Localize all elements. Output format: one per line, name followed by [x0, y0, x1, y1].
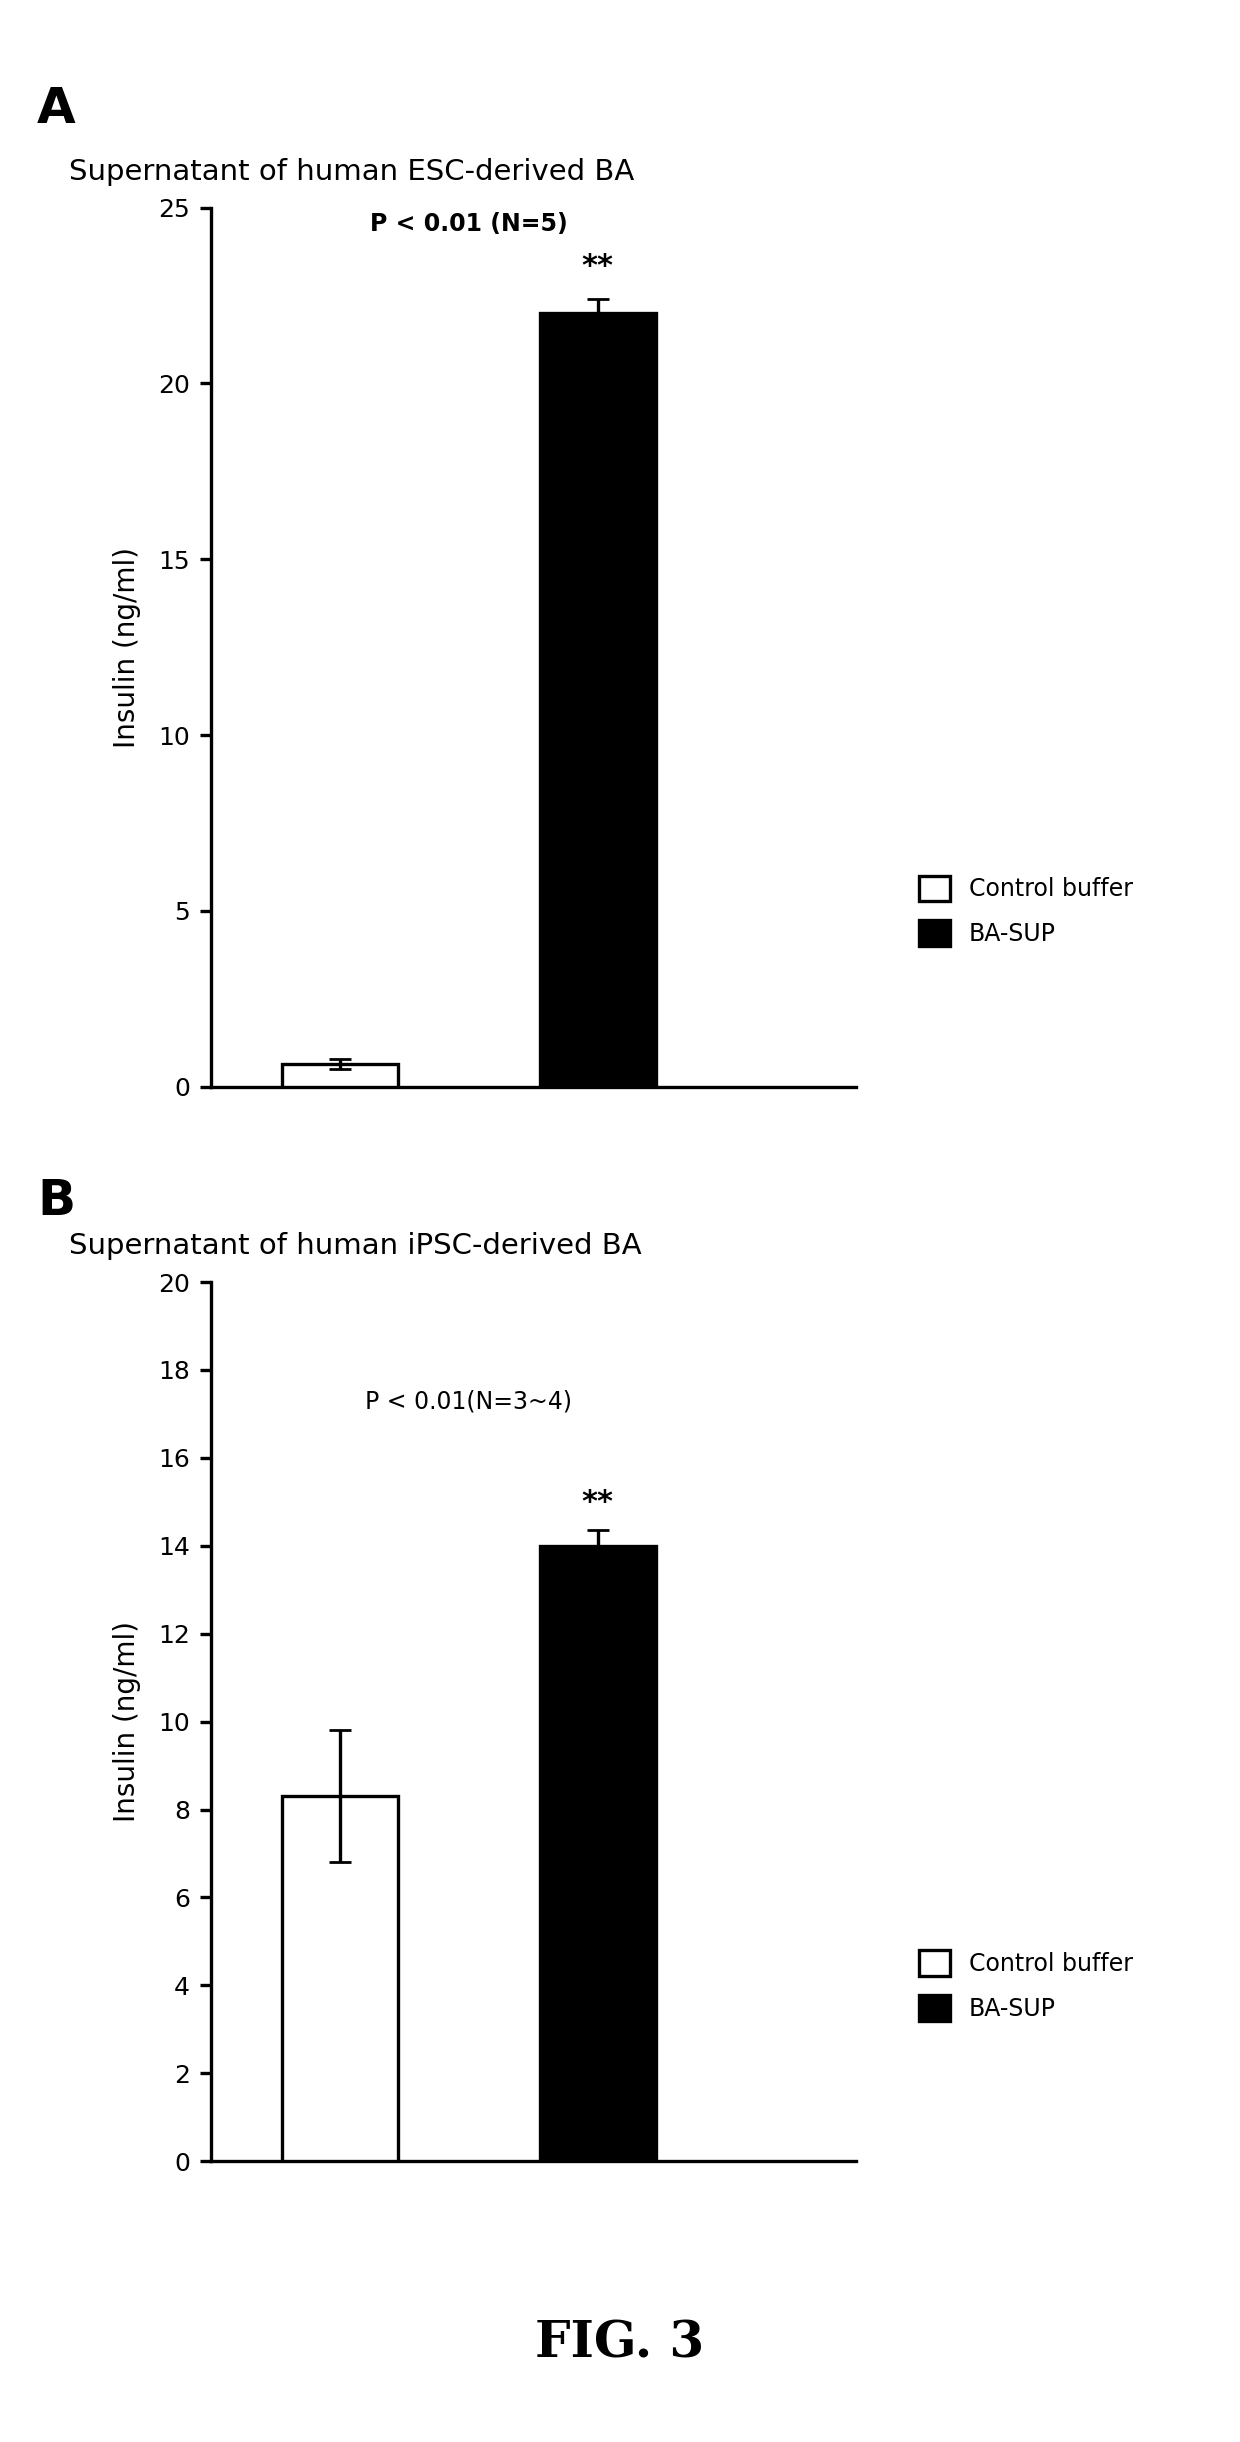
Text: Supernatant of human ESC-derived BA: Supernatant of human ESC-derived BA: [69, 159, 634, 186]
Legend: Control buffer, BA-SUP: Control buffer, BA-SUP: [919, 1951, 1132, 2020]
Y-axis label: Insulin (ng/ml): Insulin (ng/ml): [113, 547, 141, 747]
Text: P < 0.01(N=3~4): P < 0.01(N=3~4): [366, 1389, 572, 1414]
Text: **: **: [582, 252, 614, 281]
Bar: [539, 1546, 656, 2161]
Text: A: A: [37, 85, 76, 134]
Legend: Control buffer, BA-SUP: Control buffer, BA-SUP: [919, 877, 1132, 945]
Y-axis label: Insulin (ng/ml): Insulin (ng/ml): [113, 1621, 141, 1822]
Text: Supernatant of human iPSC-derived BA: Supernatant of human iPSC-derived BA: [69, 1233, 641, 1260]
Text: **: **: [582, 1487, 614, 1516]
Text: P < 0.01 (N=5): P < 0.01 (N=5): [370, 212, 568, 237]
Bar: [281, 1797, 398, 2161]
Bar: [539, 313, 656, 1087]
Bar: [281, 1065, 398, 1087]
Text: FIG. 3: FIG. 3: [536, 2320, 704, 2369]
Text: B: B: [37, 1177, 76, 1226]
